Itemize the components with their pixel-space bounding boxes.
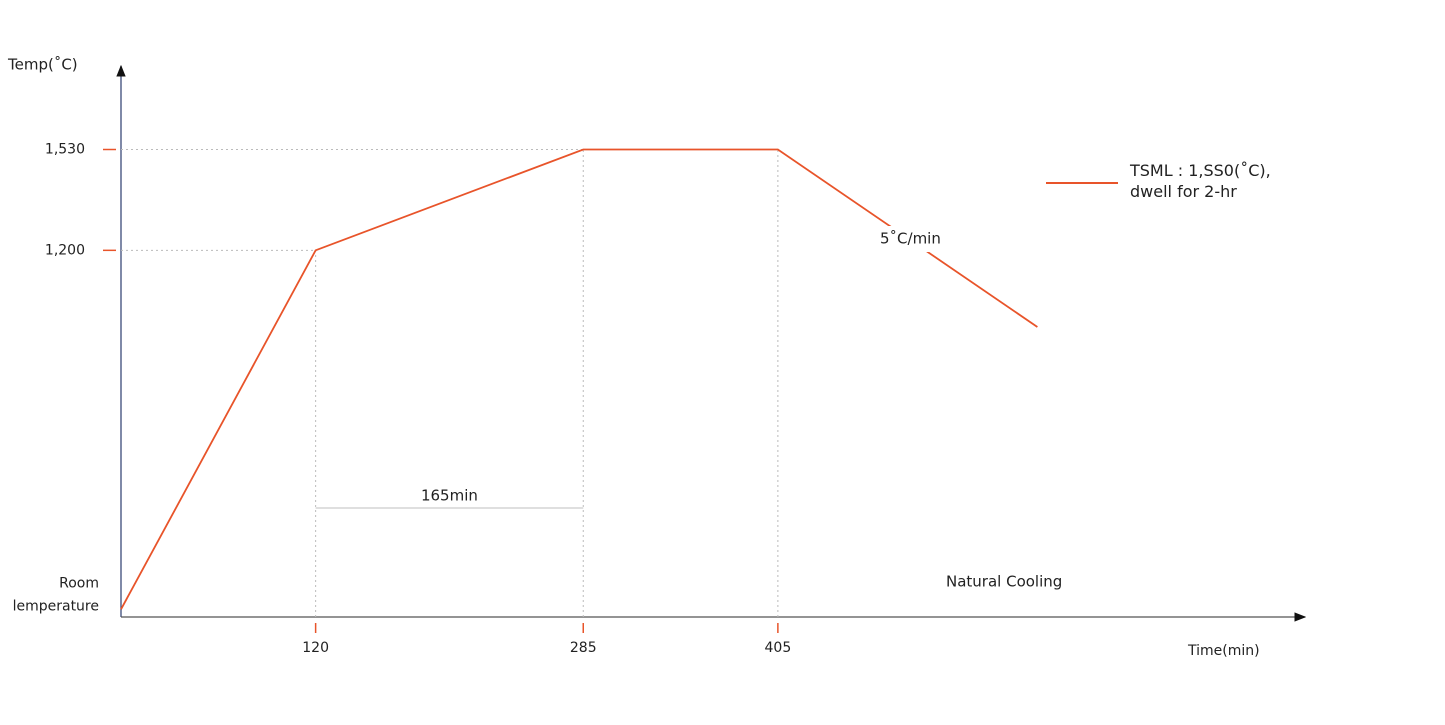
y-tick-label: Room lemperature: [13, 575, 99, 614]
y-tick-label: 1,530: [45, 142, 85, 158]
cooling-label: Natural Cooling: [946, 573, 1062, 591]
x-tick-label: 405: [765, 640, 792, 656]
y-tick-label: 1,200: [45, 242, 85, 258]
label-bg: [872, 226, 952, 252]
legend-label: TSML : 1,SS0(˚C), dwell for 2-hr: [1130, 161, 1271, 201]
x-tick-label: 285: [570, 640, 597, 656]
rate-label: 5˚C/min: [880, 230, 941, 248]
x-axis-label: Time(min): [1187, 643, 1260, 659]
y-axis-label: Temp(˚C): [7, 56, 78, 74]
x-tick-label: 120: [302, 640, 329, 656]
interval-label: 165min: [421, 487, 478, 505]
temperature-line: [120, 148, 1038, 610]
